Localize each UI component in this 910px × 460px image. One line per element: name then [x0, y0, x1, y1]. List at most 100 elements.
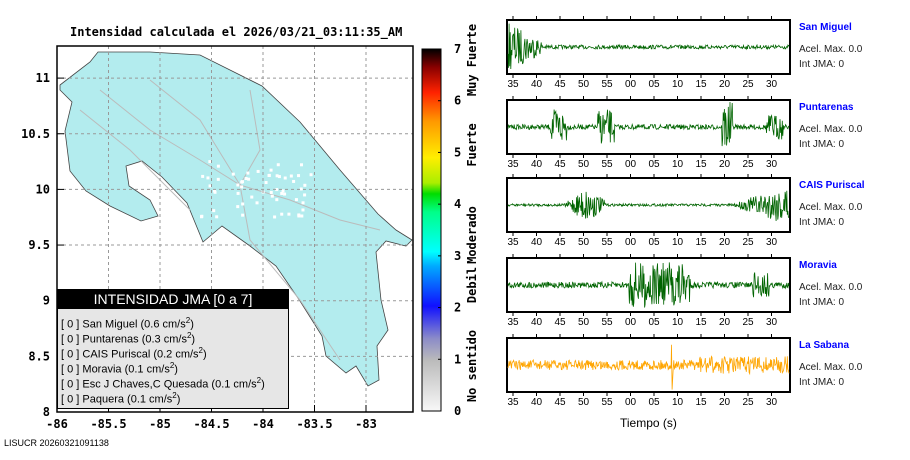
waveform-panels: 35 40 45 50 55 00 05 10 15 20 25 30 35 40 45 50 55 00 05 10… [506, 16, 791, 408]
time-tick-label: 25 [742, 317, 754, 328]
colorbar-tick-label: 2 [454, 301, 461, 315]
colorbar-tick-label: 6 [454, 94, 461, 108]
road-line [79, 109, 191, 211]
station-marker [200, 214, 204, 218]
waveform-trace [507, 23, 790, 70]
time-tick-label: 25 [742, 159, 754, 170]
station-marker [208, 184, 212, 188]
station-marker [297, 214, 301, 218]
station-marker [275, 198, 279, 202]
time-tick-label: 20 [719, 79, 731, 90]
legend-int: [ 0 ] [61, 393, 80, 406]
time-tick-label: 50 [578, 237, 590, 248]
legend-int: [ 0 ] [61, 348, 80, 361]
time-tick-label: 30 [766, 237, 778, 248]
time-tick-label: 15 [695, 397, 707, 408]
legend-station: Esc J Chaves,C Quesada (0.1 cm/s [82, 378, 257, 391]
time-tick-label: 10 [672, 237, 684, 248]
time-tick-label: 40 [531, 237, 543, 248]
map-title: Intensidad calculada el 2026/03/21_03:11… [70, 25, 403, 39]
x-tick-label: -83.5 [296, 417, 332, 431]
colorbar-tick-label: 5 [454, 145, 461, 159]
station-marker [289, 174, 293, 178]
station-info: San Miguel Acel. Max. 0.0 Int JMA: 0 [799, 22, 862, 70]
station-acel: Acel. Max. 0.0 [799, 362, 863, 373]
station-marker [216, 164, 220, 168]
legend-sup: 2 [169, 361, 175, 370]
station-marker [231, 172, 235, 176]
time-axis-label: Tiempo (s) [620, 416, 677, 430]
station-marker [303, 183, 307, 187]
station-marker [244, 177, 248, 181]
y-tick-label: 8 [43, 405, 50, 419]
station-marker [216, 177, 220, 181]
time-tick-label: 30 [766, 79, 778, 90]
station-acel: Acel. Max. 0.0 [799, 44, 863, 55]
legend-station: CAIS Puriscal (0.2 cm/s [82, 348, 199, 361]
y-tick-label: 10 [36, 182, 50, 196]
station-marker [236, 183, 240, 187]
legend-row: [ 0 ] Moravia (0.1 cm/s2) [61, 361, 178, 376]
station-marker [247, 177, 251, 181]
intensity-legend: INTENSIDAD JMA [0 a 7] [ 0 ] San Miguel … [57, 289, 289, 409]
station-marker [275, 188, 279, 192]
colorbar-class-label: Fuerte [465, 123, 479, 166]
station-marker [275, 174, 279, 178]
y-tick-label: 9.5 [28, 238, 50, 252]
time-tick-label: 10 [672, 397, 684, 408]
colorbar-tick-label: 7 [454, 42, 461, 56]
colorbar-class-label: No sentido [465, 330, 479, 402]
station-marker [303, 193, 307, 197]
colorbar-tick-label: 3 [454, 249, 461, 263]
station-acel: Acel. Max. 0.0 [799, 282, 863, 293]
station-marker [269, 190, 273, 194]
intensity-colorbar [421, 48, 442, 412]
station-int: Int JMA: 0 [799, 139, 845, 150]
time-tick-label: 15 [695, 79, 707, 90]
y-tick-label: 10.5 [21, 127, 50, 141]
station-marker [287, 212, 291, 216]
station-marker [280, 212, 284, 216]
waveform-trace [507, 344, 790, 390]
time-tick-label: 00 [625, 159, 637, 170]
time-tick-label: 05 [648, 317, 660, 328]
station-marker [299, 163, 303, 167]
time-tick-label: 25 [742, 79, 754, 90]
time-tick-label: 45 [554, 79, 566, 90]
station-marker [264, 181, 268, 185]
station-marker [236, 205, 240, 209]
road-line [149, 79, 341, 361]
time-tick-label: 00 [625, 79, 637, 90]
y-tick-label: 8.5 [28, 349, 50, 363]
station-name: CAIS Puriscal [799, 180, 865, 191]
x-tick-label: -84 [252, 417, 274, 431]
station-marker [294, 198, 298, 202]
station-marker [269, 168, 273, 172]
station-marker [240, 185, 244, 189]
legend-station: Puntarenas (0.3 cm/s [82, 333, 187, 346]
station-marker [273, 215, 277, 219]
footer-id: LISUCR 20260321091138 [4, 438, 109, 448]
legend-title: INTENSIDAD JMA [0 a 7] [58, 290, 288, 309]
map-border [56, 45, 414, 413]
station-name: Moravia [799, 260, 837, 271]
station-marker [309, 173, 313, 177]
station-name: Puntarenas [799, 102, 854, 113]
x-tick-label: -85 [149, 417, 171, 431]
time-tick-label: 45 [554, 317, 566, 328]
y-tick-label: 11 [36, 71, 50, 85]
station-marker [212, 209, 216, 213]
legend-station: San Miguel (0.6 cm/s [82, 318, 186, 331]
legend-sup: 2 [186, 331, 192, 340]
legend-row: [ 0 ] San Miguel (0.6 cm/s2) [61, 316, 194, 331]
time-tick-label: 20 [719, 397, 731, 408]
time-tick-label: 25 [742, 397, 754, 408]
x-tick-label: -84.5 [193, 417, 229, 431]
time-tick-label: 35 [507, 159, 519, 170]
x-tick-label: -83 [355, 417, 377, 431]
time-tick-label: 05 [648, 79, 660, 90]
time-tick-label: 20 [719, 237, 731, 248]
station-marker [240, 180, 244, 184]
time-tick-label: 55 [601, 159, 613, 170]
legend-int: [ 0 ] [61, 318, 80, 331]
